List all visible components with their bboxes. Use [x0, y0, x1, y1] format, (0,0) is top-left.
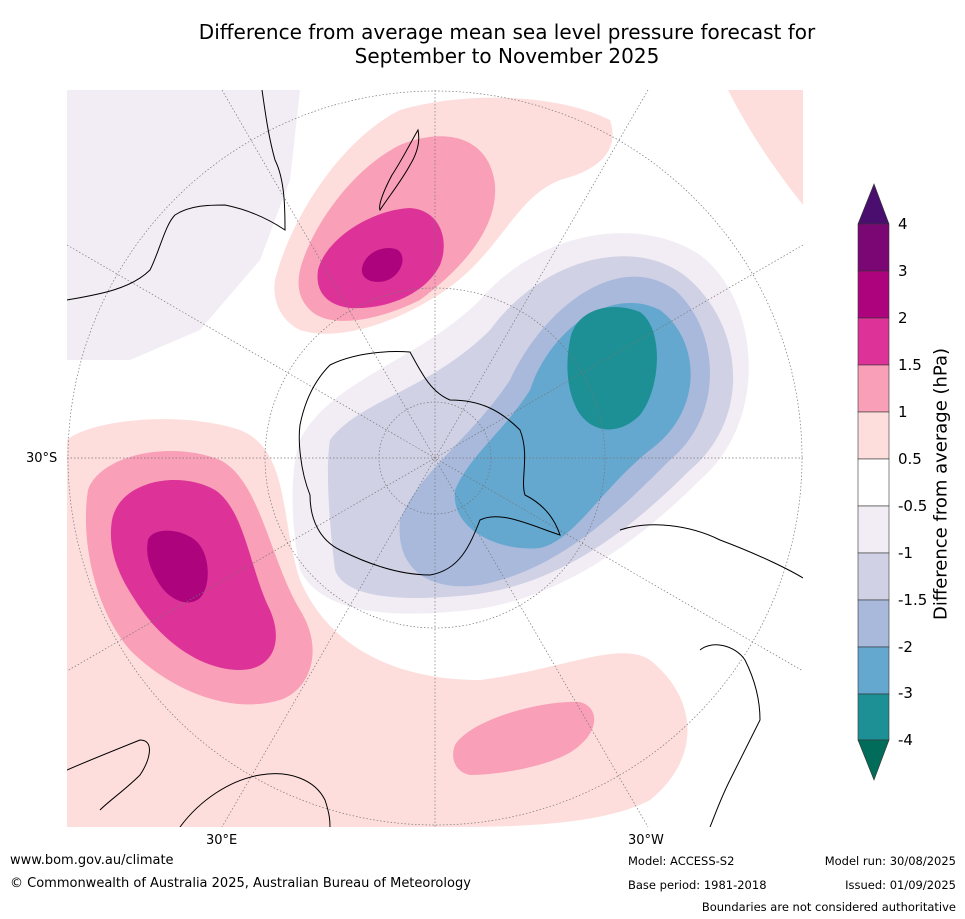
colorbar-segment-neutral	[857, 458, 890, 507]
anomaly-region-plus-1-south	[453, 701, 595, 775]
colorbar-segment-minus-3-to-minus-4	[857, 693, 890, 741]
colorbar-segment-below-minus-4	[857, 739, 890, 781]
colorbar-tick-label: -0.5	[898, 497, 928, 515]
colorbar-segment-0.5-to-1	[857, 411, 890, 460]
colorbar-segment-2-to-3	[857, 270, 890, 319]
colorbar-segment-minus-1-to-minus-1.5	[857, 552, 890, 601]
new-zealand-coast	[379, 128, 420, 212]
copyright-text: © Commonwealth of Australia 2025, Austra…	[10, 876, 471, 891]
antarctica-coast	[298, 351, 561, 576]
anomaly-region-minus-0.5-west	[67, 90, 300, 360]
colorbar-tick-label: -1	[898, 544, 913, 562]
colorbar-tick-label: -3	[898, 684, 913, 702]
title-line-1: Difference from average mean sea level p…	[198, 20, 816, 44]
colorbar-tick-label: 0.5	[898, 450, 922, 468]
website-link[interactable]: www.bom.gov.au/climate	[10, 853, 174, 868]
longitude-label-30w: 30°W	[628, 833, 664, 848]
model-run-date: Model run: 30/08/2025	[824, 854, 956, 868]
colorbar-segment-1.5-to-2	[857, 317, 890, 366]
south-america-coast	[619, 524, 803, 827]
anomaly-region-plus-0.5-ne	[728, 90, 803, 205]
anomaly-region-plus-2-nz	[361, 248, 403, 282]
coastlines	[67, 90, 803, 827]
colorbar-tick-label: -2	[898, 638, 913, 656]
colorbar-segment-minus-1.5-to-minus-2	[857, 599, 890, 648]
colorbar-tick-label: 1.5	[898, 356, 922, 374]
colorbar-tick-label: -1.5	[898, 591, 928, 609]
colorbar-segment-minus-0.5-to-minus-1	[857, 505, 890, 554]
colorbar-tick-label: -4	[898, 731, 913, 749]
colorbar-segment-minus-2-to-minus-3	[857, 646, 890, 695]
colorbar-tick-label: 3	[898, 262, 908, 280]
model-name: Model: ACCESS-S2	[628, 854, 735, 868]
colorbar-tick-label: 4	[898, 215, 908, 233]
colorbar-segment-1-to-1.5	[857, 364, 890, 413]
colorbar-tick-label: 2	[898, 309, 908, 327]
colorbar	[857, 183, 890, 781]
anomaly-region-minus-3	[567, 307, 657, 430]
africa-coast	[67, 739, 331, 827]
australia-coast	[67, 90, 286, 301]
colorbar-segment-3-to-4	[857, 223, 890, 272]
colorbar-title: Difference from average (hPa)	[930, 347, 952, 621]
issued-date: Issued: 01/09/2025	[845, 878, 956, 892]
longitude-label-30e: 30°E	[206, 833, 238, 848]
map-panel	[67, 90, 803, 827]
graticule	[67, 90, 803, 827]
latitude-label-30s: 30°S	[26, 451, 58, 466]
anomaly-region-plus-2-west	[147, 530, 208, 603]
boundaries-disclaimer: Boundaries are not considered authoritat…	[701, 900, 956, 914]
title-line-2: September to November 2025	[354, 44, 660, 68]
base-period: Base period: 1981-2018	[628, 878, 767, 892]
map-title: Difference from average mean sea level p…	[0, 20, 965, 68]
colorbar-segment-above-4	[857, 183, 890, 225]
colorbar-tick-label: 1	[898, 403, 908, 421]
